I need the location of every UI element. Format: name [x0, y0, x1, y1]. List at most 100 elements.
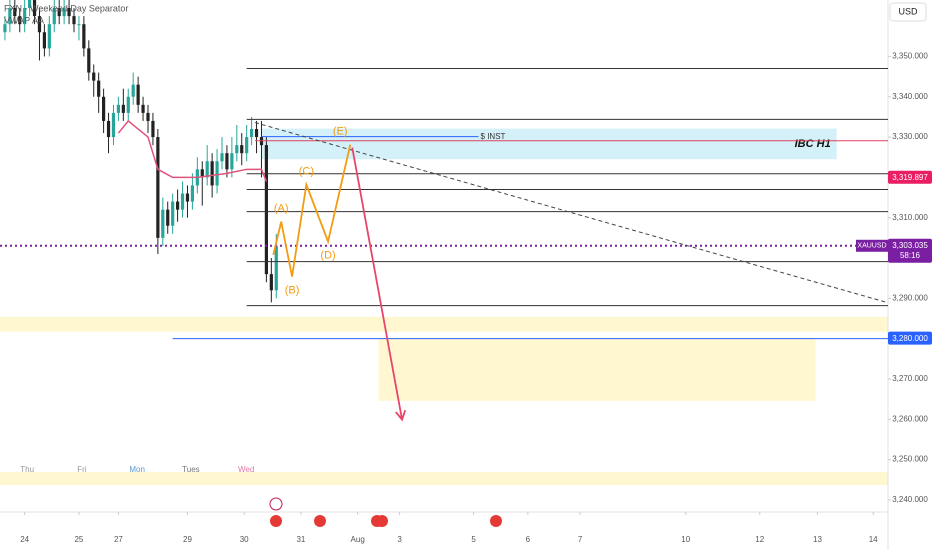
price-tag-label: 3,280.000 — [892, 334, 928, 343]
x-tick-label: 14 — [869, 535, 878, 544]
candle-body — [131, 84, 135, 97]
x-tick-label: 12 — [755, 535, 764, 544]
price-tag-label: 3,303.035 — [892, 241, 928, 250]
candle-body — [235, 145, 239, 154]
x-tick-label: 7 — [578, 535, 583, 544]
candle-body — [42, 32, 46, 49]
price-tag-countdown: 58:16 — [900, 251, 921, 260]
x-tick-label: 13 — [813, 535, 822, 544]
candle-body — [215, 161, 219, 186]
candle-body — [52, 8, 56, 25]
x-tick-label: 10 — [681, 535, 690, 544]
candle-body — [102, 96, 106, 121]
x-tick-label: Aug — [351, 535, 365, 544]
candle-body — [166, 209, 170, 226]
candle-body — [264, 145, 268, 275]
candle-body — [269, 274, 273, 291]
y-tick-label: 3,340.000 — [892, 92, 928, 101]
candle-body — [274, 245, 278, 291]
y-tick-label: 3,350.000 — [892, 52, 928, 61]
candle-body — [161, 209, 165, 238]
candle-body — [28, 0, 32, 9]
candle-body — [13, 8, 17, 17]
candle-body — [126, 96, 130, 113]
wave-label: (A) — [274, 203, 289, 215]
candle-body — [156, 137, 160, 238]
legend-line: VWAP AA — [4, 15, 44, 25]
event-icon[interactable] — [314, 515, 326, 527]
session-label: Thu — [20, 465, 34, 474]
wave-label: (D) — [320, 249, 335, 261]
candle-body — [225, 153, 229, 170]
zone — [0, 316, 888, 332]
candle-body — [240, 145, 244, 154]
x-tick-label: 31 — [296, 535, 305, 544]
legend-line: FXN - Weekend Day Separator — [4, 3, 128, 13]
session-label: Wed — [238, 465, 254, 474]
candle-body — [67, 8, 71, 17]
y-tick-label: 3,250.000 — [892, 455, 928, 464]
x-tick-label: 27 — [114, 535, 123, 544]
candle-body — [176, 201, 180, 210]
session-label: Tues — [182, 465, 200, 474]
x-tick-label: 29 — [183, 535, 192, 544]
event-icon[interactable] — [490, 515, 502, 527]
candle-body — [205, 161, 209, 178]
session-label: Fri — [77, 465, 87, 474]
x-tick-label: 5 — [471, 535, 476, 544]
candle-body — [180, 193, 185, 210]
candle-body — [77, 24, 81, 26]
currency[interactable]: USD — [898, 6, 918, 16]
candle-body — [47, 24, 51, 49]
x-tick-label: 6 — [526, 535, 531, 544]
candle-body — [3, 24, 7, 33]
y-tick-label: 3,330.000 — [892, 132, 928, 141]
x-tick-label: 24 — [20, 535, 29, 544]
trendline — [254, 122, 889, 304]
event-icon[interactable] — [270, 515, 282, 527]
zone — [0, 472, 888, 485]
candle-body — [106, 120, 111, 138]
y-tick-label: 3,290.000 — [892, 293, 928, 302]
wave-line — [272, 144, 352, 277]
wave-label: (C) — [299, 166, 314, 178]
candle-body — [171, 201, 175, 226]
price-tag — [888, 170, 932, 184]
candle-body — [220, 153, 224, 162]
candle-body — [57, 8, 61, 17]
event-icons[interactable] — [269, 497, 502, 527]
candle-body — [121, 104, 125, 113]
x-tick-label: 25 — [74, 535, 83, 544]
candle-body — [111, 112, 116, 138]
inst-label: $ INST — [481, 132, 506, 141]
symbol-label: XAUUSD — [857, 243, 886, 250]
candle-body — [210, 161, 214, 186]
candle-body — [245, 137, 249, 154]
candle-body — [200, 169, 204, 178]
candle-body — [97, 80, 101, 97]
zone — [261, 128, 837, 160]
y-tick-label: 3,270.000 — [892, 374, 928, 383]
zone — [378, 337, 816, 401]
y-tick-label: 3,260.000 — [892, 414, 928, 423]
candle-body — [250, 129, 254, 138]
currency-box[interactable] — [889, 2, 927, 22]
event-icon[interactable] — [269, 497, 283, 511]
candle-body — [32, 0, 37, 17]
candle-body — [254, 129, 259, 138]
price-tag-label: 3,319.897 — [892, 173, 928, 182]
candle-body — [92, 72, 96, 81]
price-tag — [888, 238, 932, 263]
candle-body — [82, 24, 86, 49]
candle-body — [136, 84, 140, 105]
candle-body — [72, 16, 76, 25]
candle-body — [230, 153, 234, 170]
candle-body — [146, 112, 150, 121]
x-tick-label: 3 — [397, 535, 402, 544]
session-label: Mon — [129, 465, 145, 474]
y-tick-label: 3,310.000 — [892, 213, 928, 222]
event-icon[interactable] — [376, 515, 388, 527]
symbol-tag — [856, 239, 888, 252]
price-tag — [888, 331, 932, 345]
candle-body — [116, 104, 120, 113]
